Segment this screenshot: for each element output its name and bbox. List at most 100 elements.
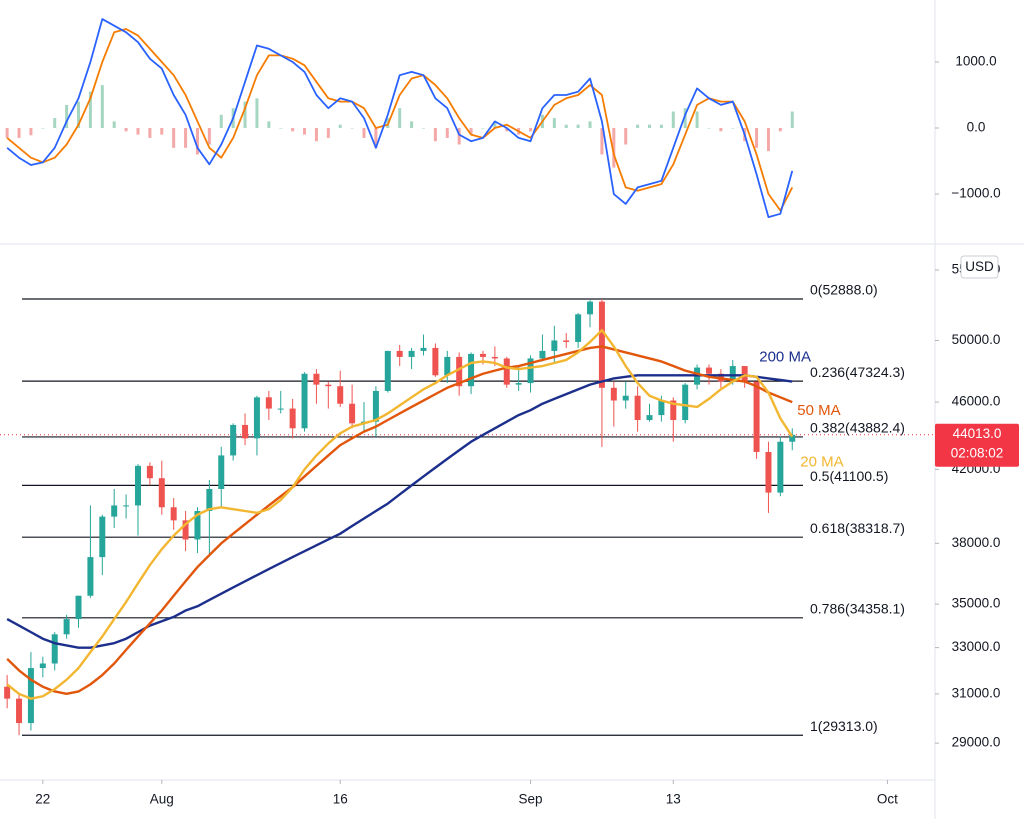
candle-body [16,698,23,724]
candle-body [503,358,510,385]
candle-body [87,557,94,596]
histogram-bar [112,121,116,129]
histogram-bar [790,111,794,129]
candle-body [372,390,379,422]
histogram-bar [433,128,437,142]
histogram-bar [564,124,568,129]
candle-body [396,350,403,357]
y-tick-label: 50000.0 [952,332,1001,347]
histogram-bar [683,108,687,129]
histogram-bar [778,128,782,132]
y-tick-label: 35000.0 [952,596,1001,611]
candle-body [765,451,772,493]
histogram-bar [291,128,295,132]
candle-body [301,373,308,429]
candle-body [265,397,272,409]
y-tick-label: 2000.0 [955,0,996,3]
candle-body [456,356,463,387]
histogram-bar [243,101,247,129]
legend-label: 50 MA [797,402,840,419]
histogram-bar [17,128,21,138]
candle-body [634,395,641,421]
candle-body [658,400,665,416]
candle-body [575,314,582,342]
candle-body [39,663,46,669]
candle-body [75,595,82,620]
candle-body [242,424,249,439]
histogram-bar [65,104,69,129]
histogram-bar [505,128,509,132]
histogram-bar [493,121,497,129]
candle-body [194,510,201,540]
histogram-bar [695,111,699,129]
candle-body [563,340,570,342]
x-tick-label: 13 [666,792,681,807]
histogram-bar [77,101,81,129]
candle-body [289,408,296,429]
candle-body [753,381,760,452]
y-tick-label: 33000.0 [952,639,1001,654]
macd-pane [5,18,794,219]
histogram-bar [148,128,152,138]
histogram-bar [338,124,342,129]
candle-body [777,441,784,493]
y-tick-label: 31000.0 [952,685,1001,700]
macd-line [6,18,794,219]
histogram-bar [195,128,199,155]
candle-body [741,366,748,382]
candle-body [468,353,475,387]
candle-body [218,455,225,489]
histogram-bar [136,128,140,135]
histogram-bar [362,128,366,138]
candle-body [598,301,605,388]
candle-body [146,465,153,479]
x-tick-label: 22 [35,792,50,807]
histogram-bar [529,128,533,132]
candle-body [479,353,486,357]
legend-label: 200 MA [759,348,811,365]
y-tick-label: 38000.0 [952,535,1001,550]
histogram-bar [707,128,711,129]
candle-body [682,384,689,421]
candle-body [670,400,677,421]
moving-average [6,374,793,649]
moving-average [6,345,793,696]
histogram-bar [445,128,449,138]
histogram-bar [671,111,675,129]
candle-body [277,408,284,410]
fib-label: 0.382(43882.4) [810,420,905,436]
candle-body [432,347,439,376]
histogram-bar [279,128,283,129]
y-tick-label: −1000.0 [951,186,1000,201]
countdown: 02:08:02 [951,445,1004,460]
histogram-bar [172,128,176,148]
candle-body [337,386,344,404]
histogram-bar [719,128,723,132]
candle-body [444,356,451,376]
x-tick-label: Aug [150,792,174,807]
candle-body [123,505,130,507]
histogram-bar [648,124,652,129]
histogram-bar [457,128,461,145]
histogram-bar [481,128,485,129]
candle-body [622,395,629,401]
histogram-bar [184,128,188,148]
candle-body [253,397,260,439]
fib-label: 0.5(41100.5) [810,468,888,484]
fib-label: 0.618(38318.7) [810,520,905,536]
candle-body [111,505,118,517]
candle-body [384,350,391,391]
candle-body [51,634,58,664]
moving-average [6,329,794,700]
x-tick-label: Oct [877,792,898,807]
histogram-bar [600,128,604,155]
histogram-bar [160,128,164,135]
histogram-bar [326,128,330,138]
histogram-bar [755,128,759,148]
histogram-bar [374,128,378,148]
y-tick-label: 0.0 [967,120,986,135]
fib-label: 1(29313.0) [810,718,878,734]
currency-label: USD [965,259,994,274]
